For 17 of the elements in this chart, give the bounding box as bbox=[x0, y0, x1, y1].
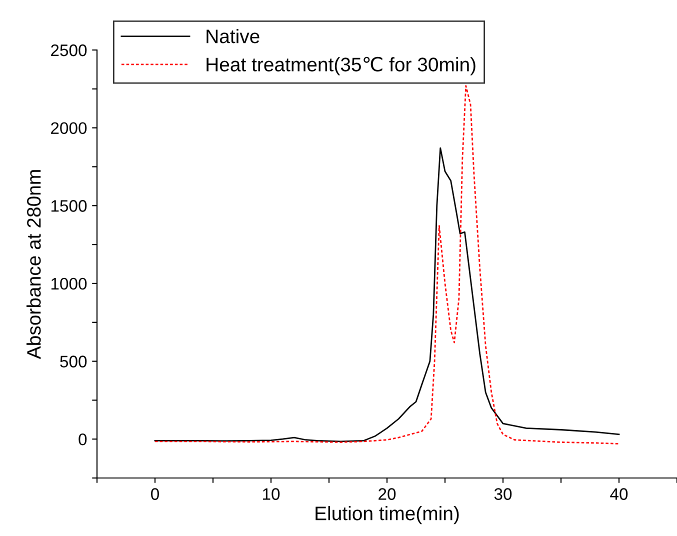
x-tick-label: 0 bbox=[151, 488, 159, 500]
y-tick-label: 0 bbox=[78, 433, 87, 446]
x-tick-label: 10 bbox=[263, 488, 280, 500]
y-tick-label: 2000 bbox=[51, 122, 87, 134]
legend-label: Heat treatment(35℃ for 30min) bbox=[206, 56, 476, 76]
line-series bbox=[154, 147, 620, 442]
y-tick-label: 2500 bbox=[51, 44, 87, 56]
x-tick-label: 20 bbox=[378, 488, 396, 500]
y-tick-label: 1000 bbox=[51, 278, 87, 290]
x-tick-label: 30 bbox=[494, 488, 512, 500]
y-tick-label: 1500 bbox=[51, 200, 87, 212]
x-axis-title: Elution time(min) bbox=[316, 506, 459, 524]
y-tick-label: 500 bbox=[60, 356, 87, 368]
x-tick-label: 40 bbox=[610, 488, 628, 500]
legend-label: Native bbox=[206, 28, 260, 44]
y-axis-title: Absorbance at 280nm bbox=[26, 170, 41, 360]
line-series bbox=[154, 85, 620, 444]
